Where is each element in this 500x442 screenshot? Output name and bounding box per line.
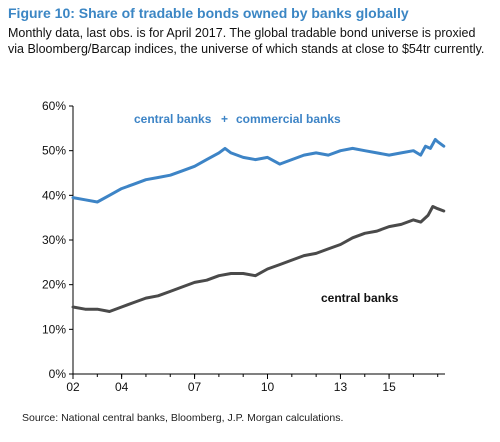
y-tick-label: 50%	[42, 144, 66, 158]
y-tick-label: 60%	[42, 99, 66, 113]
annotation-central-banks: central banks	[321, 291, 399, 305]
y-tick-label: 0%	[49, 367, 67, 381]
annotation-central-plus-commercial-part1: central banks	[134, 112, 212, 126]
annotation-central-plus-commercial-part2: commercial banks	[236, 112, 341, 126]
y-tick-label: 10%	[42, 322, 66, 336]
y-tick-label: 20%	[42, 278, 66, 292]
x-tick-label: 15	[382, 380, 396, 394]
figure-title: Figure 10: Share of tradable bonds owned…	[8, 5, 409, 21]
series-lines	[71, 138, 446, 313]
x-tick-label: 04	[115, 380, 129, 394]
figure-subtitle: Monthly data, last obs. is for April 201…	[8, 26, 485, 56]
annotation-plus-sign: +	[221, 112, 228, 126]
y-axis: 0% 10% 20% 30% 40% 50% 60%	[42, 99, 74, 381]
x-tick-label: 07	[188, 380, 202, 394]
x-tick-label: 13	[334, 380, 348, 394]
series-line-central	[71, 205, 446, 313]
x-tick-label: 10	[261, 380, 275, 394]
x-axis: 02 04 07 10 13 15	[66, 373, 445, 394]
y-tick-label: 40%	[42, 188, 66, 202]
figure-source: Source: National central banks, Bloomber…	[22, 412, 344, 424]
annotations: central banks + commercial banks central…	[134, 112, 399, 305]
y-tick-label: 30%	[42, 233, 66, 247]
series-line-central-plus-commercial	[71, 138, 446, 204]
x-tick-label: 02	[66, 380, 80, 394]
